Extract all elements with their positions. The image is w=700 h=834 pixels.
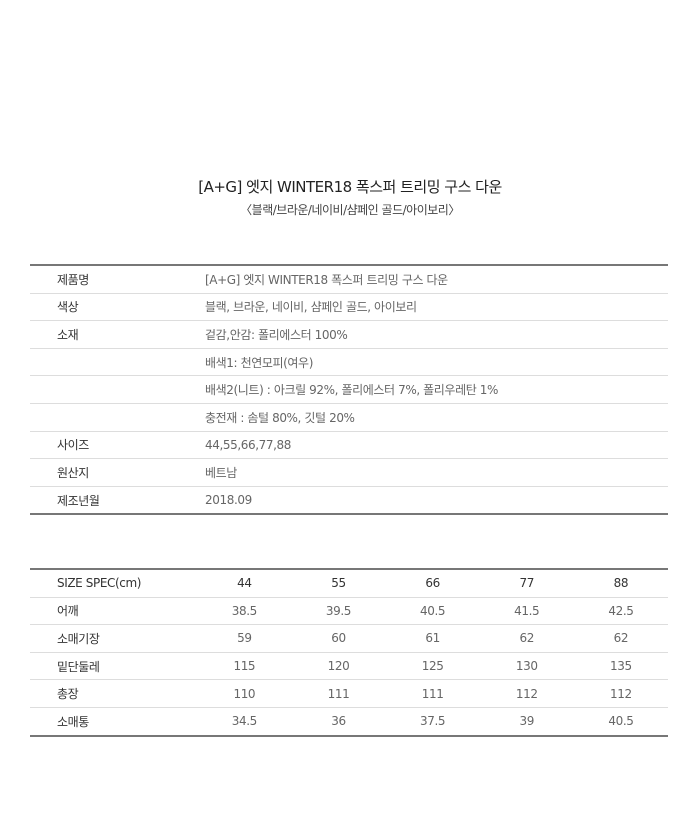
- info-label: 소재: [30, 320, 205, 349]
- spec-value: 112: [573, 679, 668, 708]
- spec-value: 115: [197, 652, 292, 681]
- info-label: [30, 375, 205, 404]
- spec-value: 77: [479, 569, 574, 598]
- info-value: 배색1: 천연모피(여우): [205, 348, 668, 377]
- spec-label: 소매기장: [30, 624, 198, 653]
- spec-label: 어깨: [30, 597, 198, 626]
- spec-value: 88: [573, 569, 668, 598]
- product-colors-subtitle: 〈블랙/브라운/네이비/샴페인 골드/아이보리〉: [240, 203, 460, 217]
- info-row: 소재 겉감,안감: 폴리에스터 100%: [30, 320, 668, 349]
- info-value: 겉감,안감: 폴리에스터 100%: [205, 320, 668, 349]
- product-title: [A+G] 엣지 WINTER18 폭스퍼 트리밍 구스 다운: [198, 178, 502, 196]
- info-row: 제조년월 2018.09: [30, 486, 668, 514]
- spec-value: 34.5: [231, 714, 258, 729]
- info-row: 색상 블랙, 브라운, 네이비, 샴페인 골드, 아이보리: [30, 293, 668, 322]
- product-info-table: 제품명 [A+G] 엣지 WINTER18 폭스퍼 트리밍 구스 다운 색상 블랙, …: [30, 264, 668, 516]
- info-row: 사이즈 44,55,66,77,88: [30, 431, 668, 460]
- info-value: 충전재 : 솜털 80%, 깃털 20%: [205, 403, 668, 432]
- spec-value: 60: [291, 624, 386, 653]
- info-label: 색상: [30, 293, 205, 322]
- spec-value: 39.5: [291, 597, 386, 626]
- spec-value: 55: [291, 569, 386, 598]
- spec-value: 40.5: [385, 597, 480, 626]
- info-label: 제조년월: [57, 493, 100, 508]
- info-label: [30, 403, 205, 432]
- spec-value: 135: [573, 652, 668, 681]
- spec-value: 38.5: [197, 597, 292, 626]
- spec-row: 어깨 38.5 39.5 40.5 41.5 42.5: [30, 597, 668, 626]
- info-value: 44,55,66,77,88: [205, 431, 668, 460]
- spec-label: 총장: [30, 679, 198, 708]
- spec-row: 총장 110 111 111 112 112: [30, 679, 668, 708]
- info-row: 배색2(니트) : 아크릴 92%, 폴리에스터 7%, 폴리우레탄 1%: [30, 375, 668, 404]
- info-value: 배색2(니트) : 아크릴 92%, 폴리에스터 7%, 폴리우레탄 1%: [205, 375, 668, 404]
- size-spec-table: SIZE SPEC(cm) 44 55 66 77 88 어깨 38.5 39.5 40.5 41.…: [30, 568, 668, 737]
- spec-value: 36: [331, 714, 346, 729]
- spec-label: SIZE SPEC(cm): [30, 569, 198, 598]
- spec-value: 44: [197, 569, 292, 598]
- spec-value: 111: [291, 679, 386, 708]
- info-label: 원산지: [30, 458, 205, 487]
- info-label: 사이즈: [30, 431, 205, 460]
- spec-label: 소매통: [57, 714, 89, 729]
- spec-value: 111: [385, 679, 480, 708]
- spec-label: 밑단둘레: [30, 652, 198, 681]
- info-label: 제품명: [30, 265, 205, 294]
- spec-value: 66: [385, 569, 480, 598]
- spec-value: 62: [573, 624, 668, 653]
- spec-row: 소매통 34.5 36 37.5 39 40.5: [30, 707, 668, 735]
- spec-value: 59: [197, 624, 292, 653]
- spec-value: 61: [385, 624, 480, 653]
- spec-value: 40.5: [608, 714, 634, 729]
- info-row: 충전재 : 솜털 80%, 깃털 20%: [30, 403, 668, 432]
- spec-row: 소매기장 59 60 61 62 62: [30, 624, 668, 653]
- spec-value: 37.5: [420, 714, 446, 729]
- spec-header-row: SIZE SPEC(cm) 44 55 66 77 88: [30, 569, 668, 598]
- spec-value: 62: [479, 624, 574, 653]
- info-value: 블랙, 브라운, 네이비, 샴페인 골드, 아이보리: [205, 293, 668, 322]
- spec-value: 110: [197, 679, 292, 708]
- info-row: 제품명 [A+G] 엣지 WINTER18 폭스퍼 트리밍 구스 다운: [30, 265, 668, 294]
- spec-value: 112: [479, 679, 574, 708]
- spec-value: 42.5: [573, 597, 668, 626]
- spec-value: 39: [519, 714, 535, 729]
- spec-value: 41.5: [479, 597, 574, 626]
- info-value: [A+G] 엣지 WINTER18 폭스퍼 트리밍 구스 다운: [205, 265, 668, 294]
- spec-value: 125: [385, 652, 480, 681]
- info-row: 원산지 베트남: [30, 458, 668, 487]
- info-value: 2018.09: [205, 493, 252, 508]
- info-value: 베트남: [205, 458, 668, 487]
- info-label: [30, 348, 205, 377]
- spec-value: 130: [479, 652, 574, 681]
- info-row: 배색1: 천연모피(여우): [30, 348, 668, 377]
- spec-value: 120: [291, 652, 386, 681]
- spec-row: 밑단둘레 115 120 125 130 135: [30, 652, 668, 681]
